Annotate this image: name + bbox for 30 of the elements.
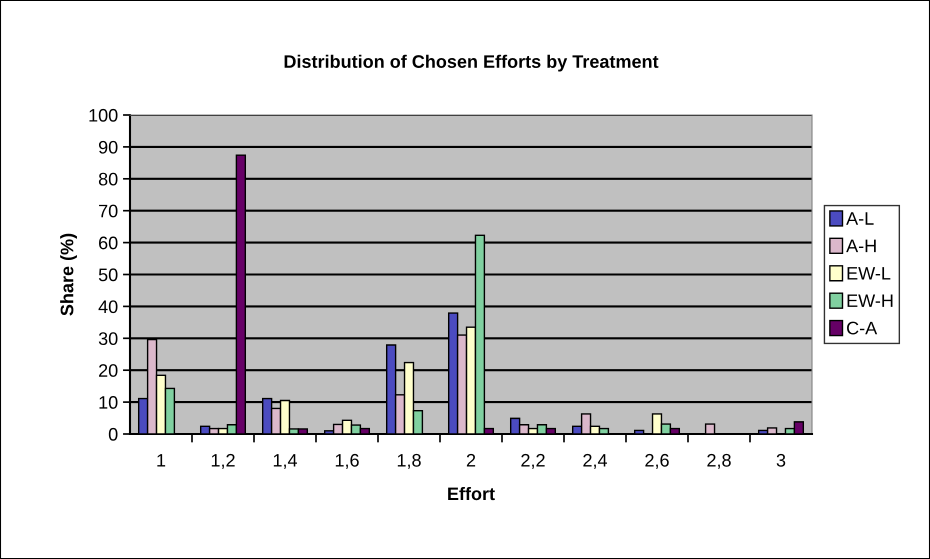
x-tick-label: 2,6 [645,454,669,469]
y-tick-label: 60 [99,236,118,250]
x-axis-title: Effort [448,486,495,500]
x-tick-label: 2,2 [521,454,545,469]
y-tick-label: 0 [108,428,118,441]
y-tick-label: 10 [99,396,118,409]
y-tick-label: 50 [98,268,118,282]
legend-label: C-A [847,322,878,334]
x-tick-label: 2,4 [583,454,608,469]
x-tick-label: 1,4 [274,454,298,469]
y-tick-label: 40 [98,300,118,314]
chart-title: Distribution of Chosen Efforts by Treatment [284,54,658,72]
legend-label: EW-L [848,267,890,280]
y-tick-label: 30 [98,332,118,346]
legend-label: EW-H [848,294,892,307]
y-tick-label: 20 [99,364,118,377]
y-tick-label: 70 [99,204,118,218]
x-tick-label: 1,8 [398,454,421,469]
x-tick-label: 3 [776,454,786,467]
x-tick-label: 1,6 [336,454,359,469]
y-axis-title: Share (%) [60,234,77,316]
y-tick-label: 90 [98,140,118,154]
legend-label: A-H [846,240,876,252]
y-tick-label: 80 [98,172,118,186]
legend-label: A-L [846,212,874,225]
x-tick-label: 2,8 [707,454,731,469]
x-tick-label: 1,2 [212,454,235,469]
x-tick-label: 2 [466,454,476,467]
y-tick-label: 100 [89,108,118,122]
x-tick-label: 1 [157,454,166,467]
